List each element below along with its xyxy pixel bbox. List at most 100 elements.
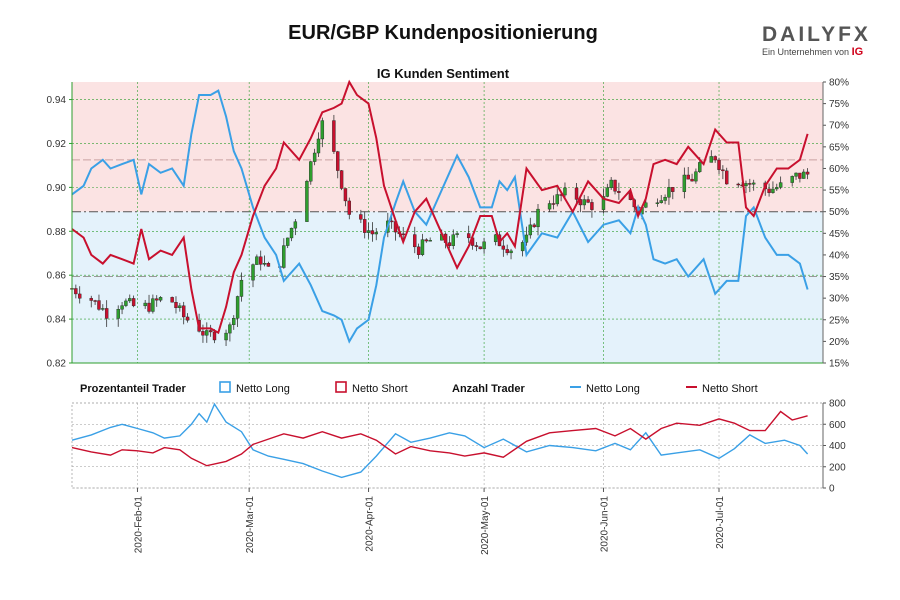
- candle-body: [332, 120, 336, 152]
- candle-body: [794, 172, 798, 177]
- candle-body: [366, 230, 371, 233]
- candle-body: [309, 161, 313, 182]
- candle-body: [686, 174, 690, 180]
- candle-body: [605, 187, 610, 197]
- candle-body: [420, 239, 425, 255]
- candle-body: [143, 302, 147, 307]
- candle-body: [97, 300, 101, 310]
- candle-body: [424, 239, 429, 242]
- percent-tick-label: 40%: [829, 250, 849, 261]
- candle-body: [767, 188, 771, 193]
- candle-body: [116, 309, 120, 319]
- legend-group-percent: Prozentanteil Trader: [80, 383, 186, 395]
- price-tick-label: 0.84: [47, 315, 67, 326]
- candle-body: [359, 214, 363, 220]
- candle-body: [374, 232, 378, 235]
- candle-body: [751, 182, 756, 185]
- count-tick-label: 0: [829, 484, 835, 495]
- price-tick-label: 0.88: [47, 227, 67, 238]
- price-tick-label: 0.86: [47, 271, 67, 282]
- percent-tick-label: 60%: [829, 164, 849, 175]
- candle-body: [536, 208, 540, 228]
- candle-body: [293, 221, 298, 229]
- candle-body: [655, 202, 660, 204]
- price-tick-label: 0.90: [47, 183, 67, 194]
- candle-body: [586, 199, 590, 203]
- candle-body: [478, 246, 482, 250]
- candle-body: [305, 180, 309, 222]
- candle-body: [336, 151, 340, 171]
- dailyfx-logo: DAILYFX Ein Unternehmen von IG: [762, 24, 872, 64]
- candle-body: [609, 179, 613, 188]
- candle-body: [590, 202, 594, 210]
- count-tick-label: 200: [829, 462, 846, 473]
- candle-body: [255, 256, 259, 265]
- candle-body: [155, 298, 159, 301]
- candle-body: [228, 324, 232, 334]
- candle-body: [717, 159, 721, 170]
- candle-body: [528, 224, 533, 236]
- candle-body: [151, 298, 155, 312]
- candle-body: [574, 187, 579, 200]
- candle-body: [682, 174, 687, 192]
- percent-tick-label: 80%: [829, 78, 849, 89]
- candle-body: [158, 297, 163, 301]
- candle-body: [451, 234, 455, 246]
- chart-title: EUR/GBP Kundenpositionierung: [288, 22, 598, 44]
- candle-body: [320, 120, 325, 140]
- candle-body: [104, 308, 109, 319]
- candle-body: [124, 300, 128, 306]
- candle-body: [493, 234, 498, 243]
- candle-body: [748, 183, 752, 185]
- percent-tick-label: 35%: [829, 272, 849, 283]
- candle-body: [312, 152, 317, 162]
- candle-body: [362, 219, 367, 233]
- date-tick-label: 2020-Feb-01: [133, 496, 144, 554]
- candle-body: [101, 308, 105, 310]
- candle-body: [282, 245, 286, 268]
- candle-body: [659, 200, 663, 203]
- candle-body: [778, 182, 783, 188]
- percent-tick-label: 70%: [829, 121, 849, 132]
- legend-group-count: Anzahl Trader: [452, 383, 525, 395]
- count-tick-label: 800: [829, 399, 846, 410]
- long-zone-background: [72, 211, 823, 363]
- candle-body: [466, 233, 471, 239]
- candle-body: [744, 183, 748, 187]
- candle-body: [251, 264, 255, 281]
- date-tick-label: 2020-May-01: [480, 496, 491, 555]
- candle-body: [347, 200, 351, 215]
- candle-body: [89, 298, 93, 301]
- candle-body: [370, 230, 375, 235]
- candle-body: [721, 169, 725, 172]
- percent-tick-label: 50%: [829, 207, 849, 218]
- candle-body: [617, 191, 621, 193]
- legend-count-long: Netto Long: [586, 383, 640, 395]
- price-tick-label: 0.92: [47, 139, 67, 150]
- candle-body: [563, 187, 567, 196]
- candle-body: [555, 194, 559, 205]
- candle-body: [416, 246, 421, 255]
- candle-body: [74, 288, 78, 295]
- legend-percent-long-swatch: [219, 381, 231, 393]
- legend-count-short: Netto Short: [702, 383, 758, 395]
- candle-body: [289, 227, 294, 239]
- legend-percent-short-swatch: [335, 381, 347, 393]
- logo-brand: DAILYFX: [762, 23, 871, 46]
- candle-body: [736, 183, 740, 186]
- date-axis: 2020-Feb-01 2020-Mar-01 2020-Apr-01 2020-Ma…: [133, 488, 726, 555]
- candle-body: [181, 305, 186, 318]
- candle-body: [671, 187, 675, 192]
- price-tick-label: 0.82: [47, 359, 67, 370]
- candle-body: [690, 178, 694, 182]
- candle-body: [582, 199, 586, 206]
- price-tick-label: 0.94: [47, 95, 67, 106]
- logo-subtitle: Ein Unternehmen von IG: [762, 46, 864, 58]
- chart-subtitle: IG Kunden Sentiment: [377, 66, 510, 81]
- candle-body: [775, 187, 779, 190]
- legend-percent-short: Netto Short: [352, 383, 408, 395]
- net-long-count-line: [71, 402, 809, 479]
- legend-percent-long: Netto Long: [236, 383, 290, 395]
- candle-body: [120, 305, 124, 310]
- percent-tick-label: 45%: [829, 229, 849, 240]
